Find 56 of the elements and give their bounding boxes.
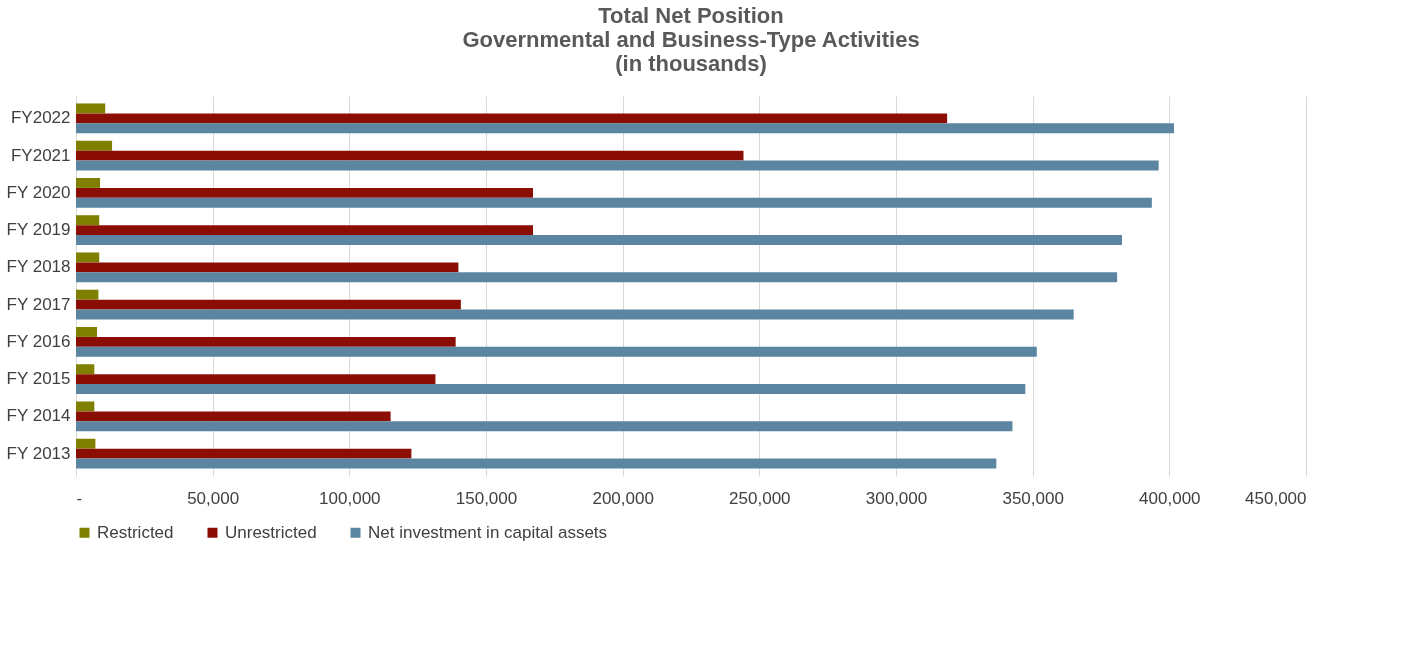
bar [76, 438, 96, 449]
legend-label: Net investment in capital assets [368, 522, 608, 542]
x-tick-label: 400,000 [1139, 488, 1201, 508]
bar [76, 150, 744, 161]
bar [76, 458, 997, 469]
bar [76, 197, 1152, 208]
bar [76, 289, 99, 300]
bar [76, 346, 1037, 357]
bar [76, 215, 100, 226]
x-tick-label: 200,000 [592, 488, 654, 508]
bar [76, 160, 1159, 171]
bar [76, 364, 95, 375]
x-tick-label: 300,000 [865, 488, 928, 508]
y-tick-label: FY 2017 [6, 294, 71, 314]
bar [76, 225, 534, 236]
y-tick-label: FY 2019 [6, 220, 71, 240]
bar [76, 384, 1026, 395]
bar [76, 123, 1174, 134]
bar [76, 252, 100, 263]
bar [76, 262, 459, 273]
y-tick-label: FY 2020 [6, 182, 71, 202]
y-tick-label: FY2021 [10, 145, 71, 165]
text: Governmental and Business-Type Activities [462, 27, 920, 52]
bar [76, 448, 412, 459]
bar [76, 272, 1118, 283]
bar [76, 326, 98, 337]
bar [76, 187, 534, 198]
x-tick-label: 100,000 [319, 488, 381, 508]
x-tick-label: 450,000 [1245, 488, 1307, 508]
x-tick-label: - [76, 488, 83, 508]
x-tick-label: 50,000 [187, 488, 240, 508]
y-tick-label: FY 2014 [6, 406, 71, 426]
bar [76, 374, 436, 385]
y-tick-label: FY2022 [10, 108, 71, 128]
y-tick-label: FY 2018 [6, 257, 71, 277]
legend-label: Unrestricted [225, 522, 317, 542]
bar [76, 103, 106, 114]
text: (in thousands) [615, 51, 767, 76]
legend-label: Restricted [97, 522, 174, 542]
x-tick-label: 250,000 [729, 488, 791, 508]
bar [76, 401, 95, 412]
bar [76, 113, 948, 124]
y-tick-label: FY 2016 [6, 331, 71, 351]
bar [76, 140, 113, 151]
y-tick-label: FY 2015 [6, 369, 71, 389]
x-tick-label: 350,000 [1002, 488, 1064, 508]
bar [76, 299, 461, 310]
y-tick-label: FY 2013 [6, 443, 71, 463]
bar [76, 309, 1074, 320]
x-tick-label: 150,000 [455, 488, 518, 508]
bar [76, 411, 391, 422]
bar [76, 421, 1013, 432]
text: Total Net Position [598, 3, 784, 28]
bar [76, 235, 1123, 246]
bar [76, 177, 101, 188]
bar [76, 336, 456, 347]
